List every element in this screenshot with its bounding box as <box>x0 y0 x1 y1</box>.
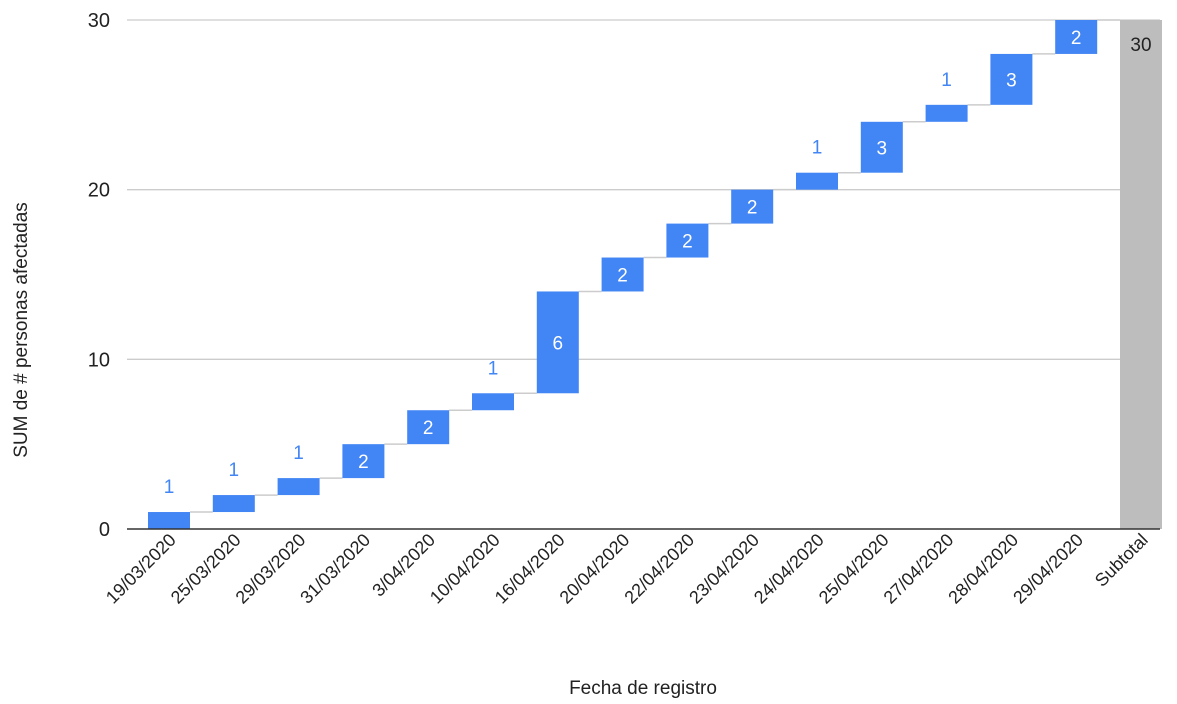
bar-increase <box>666 223 709 258</box>
bar-increase <box>536 291 579 394</box>
x-tick-label: 29/04/2020 <box>1009 530 1087 608</box>
bar-subtotal <box>1120 20 1162 529</box>
bar-increase <box>796 172 838 190</box>
gridlines <box>127 19 1160 360</box>
data-label: 1 <box>488 358 499 379</box>
bar-increase <box>1055 20 1098 54</box>
x-axis-ticks: 19/03/202025/03/202029/03/202031/03/2020… <box>102 530 1152 608</box>
bar-increase <box>148 512 190 529</box>
data-label: 1 <box>164 477 175 498</box>
bar-increase <box>860 121 903 173</box>
data-label: 3 <box>877 138 888 159</box>
subtotal-value-label: 30 <box>1130 35 1151 56</box>
bar-increase <box>925 104 968 122</box>
data-label: 1 <box>229 460 240 481</box>
x-tick-label: 31/03/2020 <box>296 530 374 608</box>
data-label: 2 <box>617 266 628 287</box>
y-tick-label: 0 <box>99 519 110 541</box>
connector-lines <box>190 19 1120 513</box>
y-tick-label: 30 <box>88 10 110 32</box>
bar-increase <box>990 53 1033 105</box>
data-label: 1 <box>812 138 823 159</box>
x-tick-label-subtotal: Subtotal <box>1091 530 1152 591</box>
data-label: 6 <box>553 333 564 354</box>
data-label: 2 <box>423 418 434 439</box>
data-label: 1 <box>941 70 952 91</box>
bars <box>148 20 1162 529</box>
bar-increase <box>342 444 385 479</box>
data-label: 2 <box>682 232 693 253</box>
y-axis-ticks: 0 10 20 30 <box>88 10 110 541</box>
bar-increase <box>472 393 514 411</box>
bar-increase <box>731 189 774 224</box>
data-label: 1 <box>293 443 304 464</box>
y-axis-title: SUM de # personas afectadas <box>11 202 32 458</box>
data-label: 3 <box>1006 70 1017 91</box>
y-tick-label: 10 <box>88 349 110 371</box>
bar-increase <box>601 257 644 292</box>
data-label: 2 <box>358 452 369 473</box>
bar-increase <box>212 495 255 513</box>
bar-increase <box>407 410 450 445</box>
data-label: 2 <box>1071 28 1082 49</box>
y-tick-label: 20 <box>88 180 110 202</box>
x-axis-title: Fecha de registro <box>569 678 717 699</box>
bar-increase <box>277 478 320 496</box>
data-label: 2 <box>747 198 758 219</box>
data-labels: 1 1 1 2 2 1 6 2 2 2 1 3 1 3 2 30 <box>164 28 1152 498</box>
